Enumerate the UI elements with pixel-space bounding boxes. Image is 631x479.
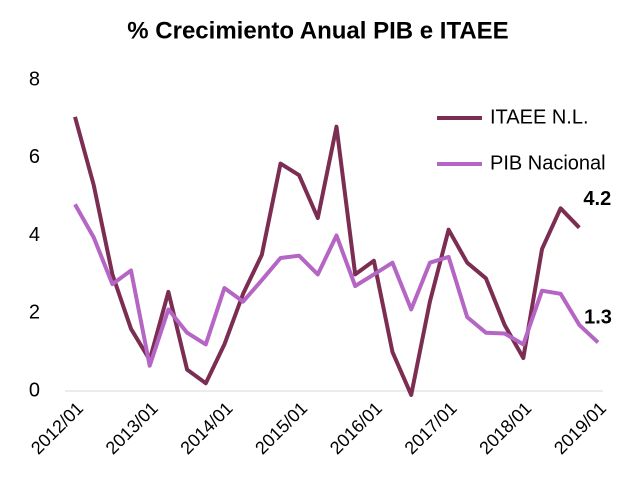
x-tick-label: 2012/01 bbox=[27, 398, 87, 458]
y-tick-label: 2 bbox=[29, 302, 40, 324]
y-tick-label: 4 bbox=[29, 224, 40, 246]
chart-title: % Crecimiento Anual PIB e ITAEE bbox=[127, 17, 508, 44]
legend-label: PIB Nacional bbox=[490, 152, 606, 174]
x-tick-label: 2016/01 bbox=[326, 398, 386, 458]
legend-label: ITAEE N.L. bbox=[490, 106, 589, 128]
y-tick-label: 8 bbox=[29, 68, 40, 90]
annotation: 1.3 bbox=[584, 307, 612, 329]
series-line bbox=[73, 116, 581, 397]
x-tick-label: 2017/01 bbox=[401, 398, 461, 458]
series-line bbox=[73, 203, 600, 368]
annotation: 4.2 bbox=[583, 188, 611, 210]
x-tick-label: 2014/01 bbox=[176, 398, 236, 458]
x-tick-label: 2015/01 bbox=[251, 398, 311, 458]
x-tick-label: 2019/01 bbox=[550, 398, 610, 458]
x-tick-label: 2018/01 bbox=[475, 398, 535, 458]
y-tick-label: 6 bbox=[29, 146, 40, 168]
x-tick-label: 2013/01 bbox=[102, 398, 162, 458]
y-tick-label: 0 bbox=[29, 379, 40, 401]
